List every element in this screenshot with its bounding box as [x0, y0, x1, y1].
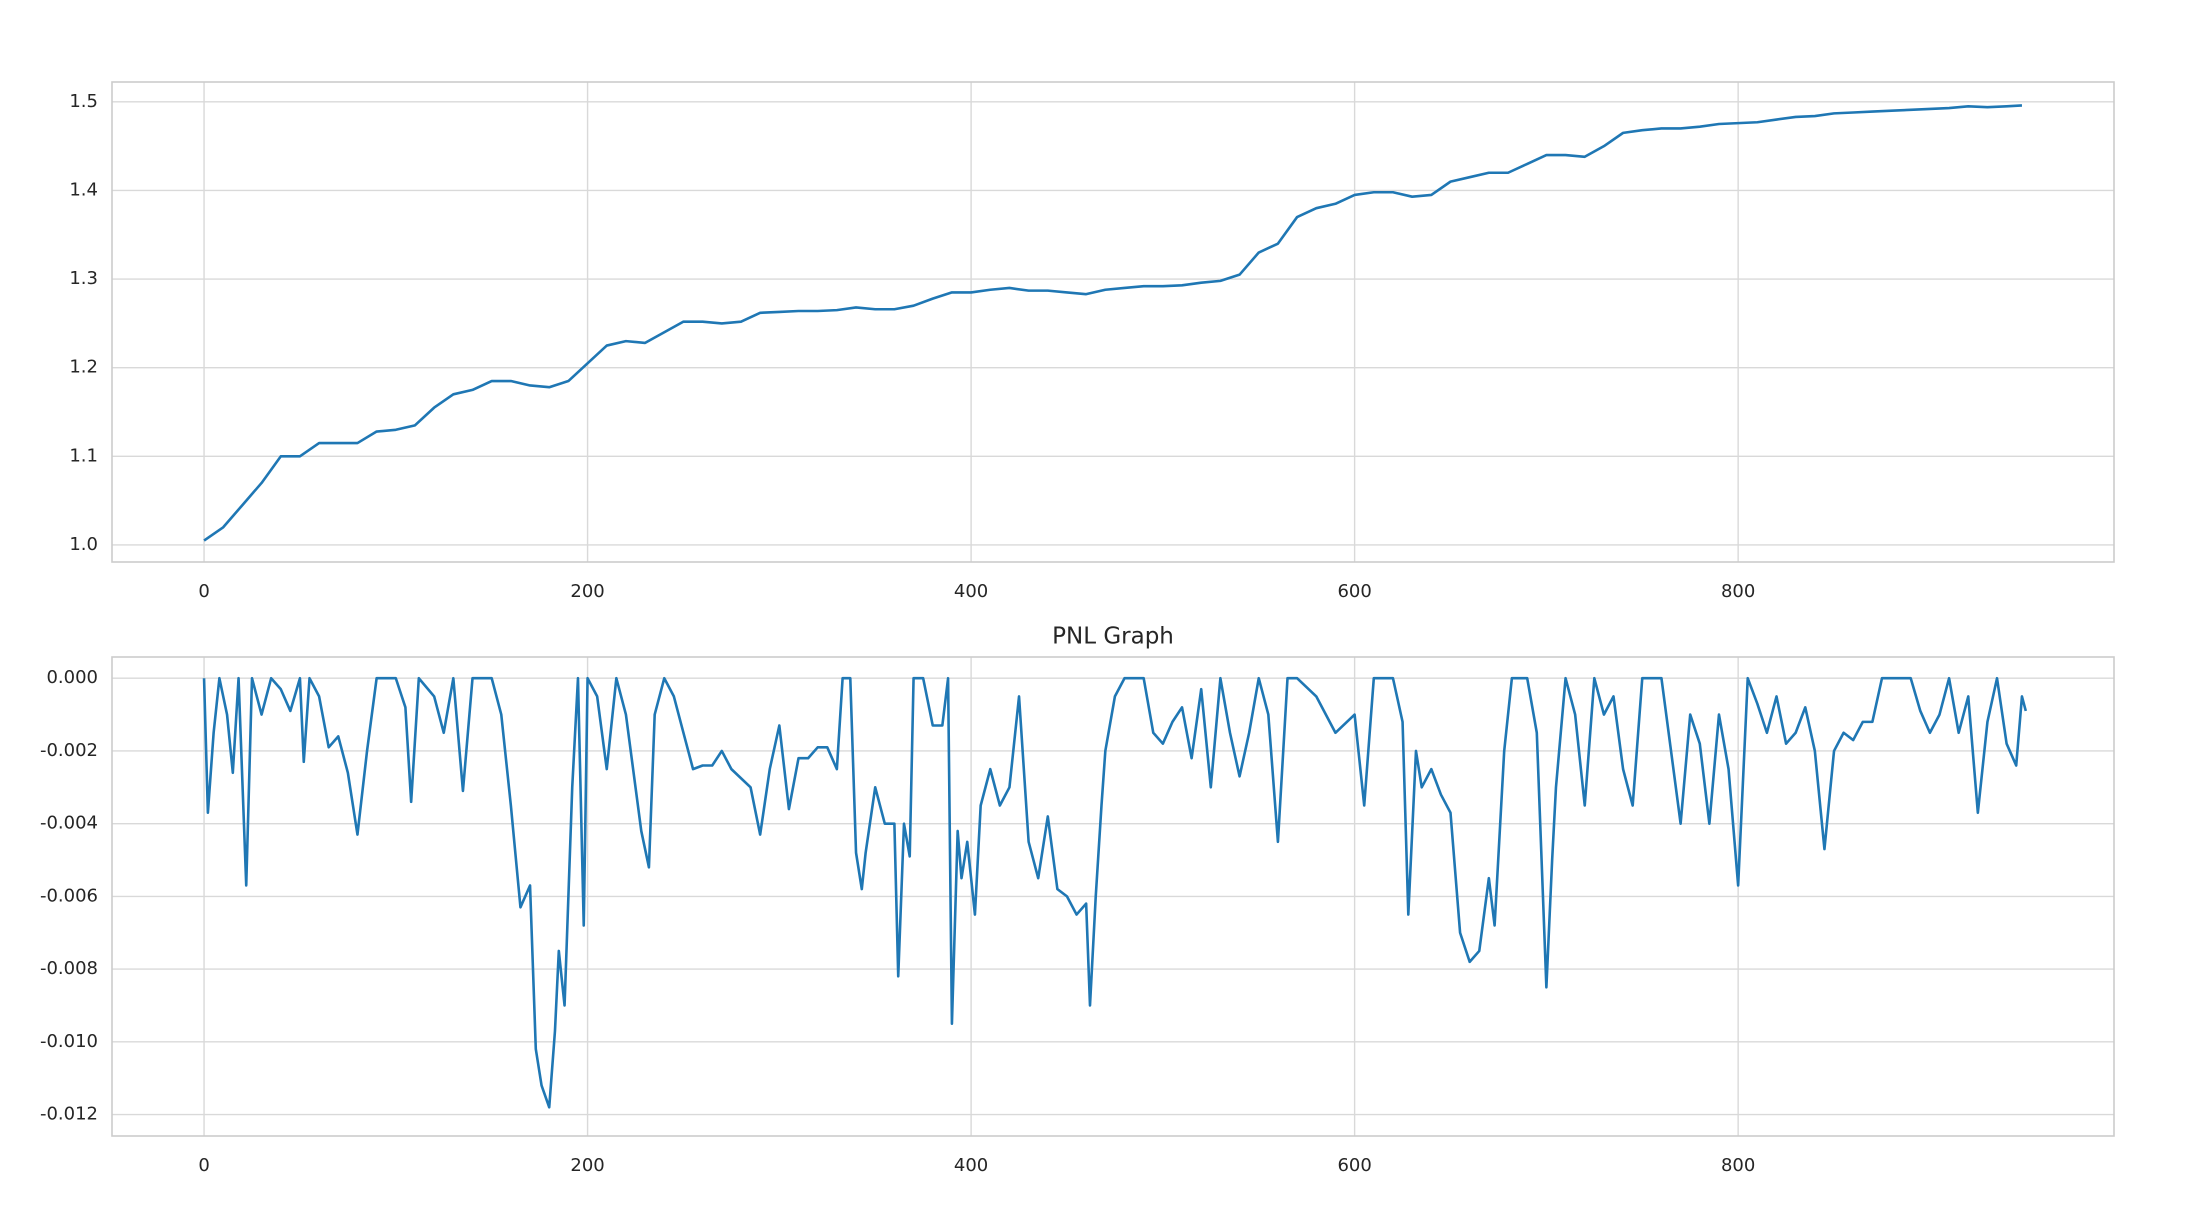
y-tick-label: -0.008	[40, 958, 98, 979]
y-tick-label: -0.006	[40, 885, 98, 906]
y-tick-label: 1.1	[69, 445, 98, 466]
axes-frame	[111, 81, 2115, 563]
y-tick-label: -0.012	[40, 1104, 98, 1125]
x-tick-label: 600	[1337, 581, 1371, 602]
x-tick-label: 200	[570, 581, 604, 602]
chart-title: PNL Graph	[1052, 624, 1174, 650]
axes-frame	[111, 656, 2115, 1137]
y-tick-label: 1.0	[69, 534, 98, 555]
y-tick-label: 1.2	[69, 357, 98, 378]
x-tick-label: 400	[954, 1155, 988, 1176]
y-tick-label: 1.4	[69, 179, 98, 200]
y-tick-label: -0.002	[40, 740, 98, 761]
x-tick-label: 0	[198, 581, 209, 602]
x-tick-label: 0	[198, 1155, 209, 1176]
x-tick-label: 600	[1337, 1155, 1371, 1176]
x-tick-label: 800	[1721, 1155, 1755, 1176]
data-line	[202, 676, 2028, 1109]
y-tick-label: -0.010	[40, 1031, 98, 1052]
y-tick-label: 1.5	[69, 91, 98, 112]
y-tick-label: 0.000	[46, 667, 98, 688]
data-line	[203, 104, 2023, 542]
x-tick-label: 400	[954, 581, 988, 602]
y-tick-label: 1.3	[69, 268, 98, 289]
x-tick-label: 800	[1721, 581, 1755, 602]
y-tick-label: -0.004	[40, 813, 98, 834]
x-tick-label: 200	[570, 1155, 604, 1176]
